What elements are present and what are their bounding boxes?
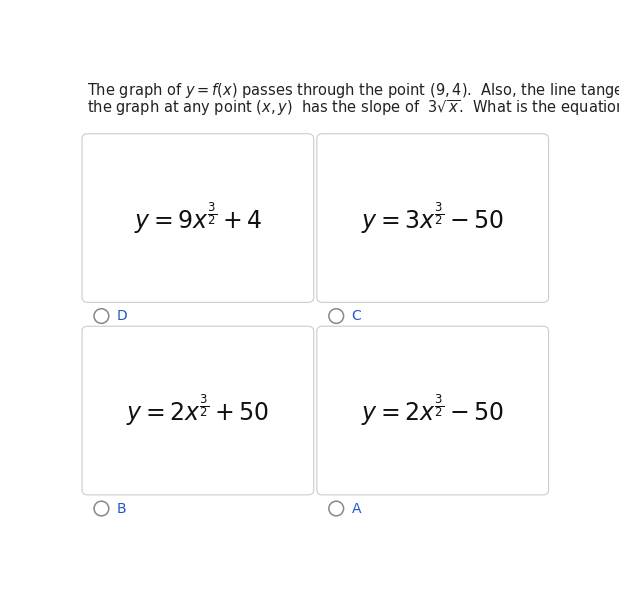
FancyBboxPatch shape — [317, 134, 548, 302]
Circle shape — [329, 309, 344, 324]
FancyBboxPatch shape — [317, 326, 548, 495]
Circle shape — [94, 309, 109, 324]
Text: $y = 2x^{\frac{3}{2}} + 50$: $y = 2x^{\frac{3}{2}} + 50$ — [126, 393, 269, 428]
Text: the graph at any point $(x, y)$  has the slope of  $3\sqrt{x}$.  What is the equ: the graph at any point $(x, y)$ has the … — [87, 98, 619, 118]
Text: $y = 2x^{\frac{3}{2}} - 50$: $y = 2x^{\frac{3}{2}} - 50$ — [361, 393, 504, 428]
Circle shape — [94, 501, 109, 516]
Text: A: A — [352, 502, 361, 516]
Text: $y = 9x^{\frac{3}{2}} + 4$: $y = 9x^{\frac{3}{2}} + 4$ — [134, 200, 262, 236]
Text: The graph of $y = f(x)$ passes through the point $(9,4)$.  Also, the line tangen: The graph of $y = f(x)$ passes through t… — [87, 82, 619, 100]
FancyBboxPatch shape — [82, 326, 314, 495]
Text: D: D — [117, 309, 128, 323]
Text: B: B — [117, 502, 126, 516]
Text: $y = 3x^{\frac{3}{2}} - 50$: $y = 3x^{\frac{3}{2}} - 50$ — [361, 200, 504, 236]
Text: C: C — [352, 309, 361, 323]
FancyBboxPatch shape — [82, 134, 314, 302]
Circle shape — [329, 501, 344, 516]
